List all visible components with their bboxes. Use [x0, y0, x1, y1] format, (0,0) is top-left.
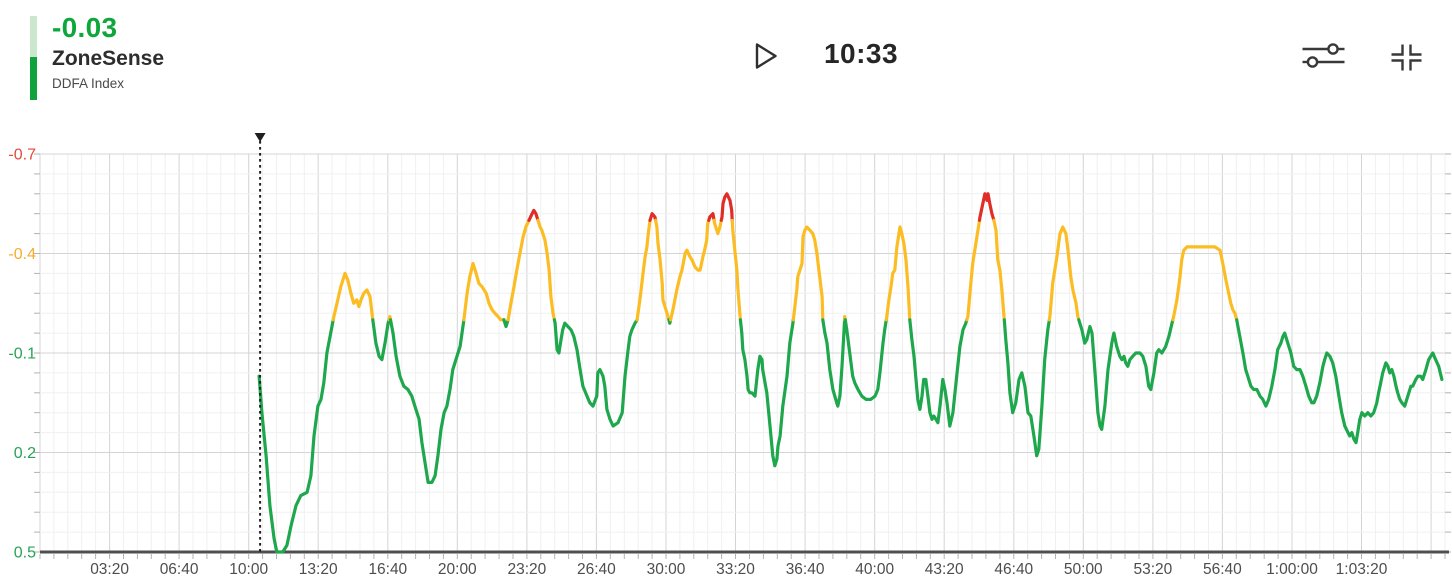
collapse-button[interactable] [1389, 44, 1424, 71]
x-axis-label: 1:03:20 [1336, 561, 1388, 578]
series-segment-yellow [1047, 225, 1081, 322]
x-axis-label: 16:40 [368, 561, 407, 578]
series-segment-yellow [654, 218, 671, 322]
ddfa-chart-svg: -0.7 -0.4 -0.1 0.2 0.5 03:20 06:40 10:00 13:20 16… [8, 133, 1451, 578]
series-segment-yellow [506, 218, 531, 322]
x-axis-label: 23:20 [508, 561, 547, 578]
cursor-triangle-marker[interactable] [254, 133, 266, 142]
series-segment-green [908, 318, 969, 428]
header-text-block: -0.03 ZoneSense DDFA Index [52, 12, 164, 92]
series-segment-red [648, 212, 658, 222]
series-segment-yellow [730, 218, 742, 322]
zone-bar-dark-segment [30, 57, 37, 100]
x-axis-label: 03:20 [90, 561, 129, 578]
series-segment-green [843, 318, 888, 401]
x-axis-label: 36:40 [786, 561, 825, 578]
collapse-icon [1391, 44, 1422, 71]
series-segment-green [502, 318, 510, 329]
chart-grid [39, 153, 1446, 553]
series-segment-green [552, 318, 639, 428]
y-axis-label: 0.5 [14, 545, 36, 562]
ddfa-index-chart: -0.7 -0.4 -0.1 0.2 0.5 03:20 06:40 10:00 13:20 16… [0, 125, 1452, 584]
chart-series-line [257, 192, 1444, 554]
elapsed-time: 10:33 [823, 38, 899, 69]
current-value: -0.03 [52, 12, 118, 43]
x-axis-label: 33:20 [716, 561, 755, 578]
settings-button[interactable] [1301, 42, 1346, 69]
series-segment-yellow [635, 218, 652, 322]
y-axis-label: -0.1 [8, 346, 36, 363]
series-segment-yellow [791, 225, 825, 322]
y-axis-label: -0.7 [8, 147, 36, 164]
x-axis-label: 13:20 [299, 561, 338, 578]
series-segment-green [738, 318, 795, 468]
series-segment-yellow [331, 271, 375, 322]
series-segment-green [1002, 318, 1051, 458]
series-segment-green [1235, 318, 1444, 445]
x-axis-label: 30:00 [647, 561, 686, 578]
metric-subtitle: DDFA Index [52, 76, 125, 91]
zone-indicator-bar [30, 16, 37, 100]
chart-cursor[interactable] [254, 133, 266, 552]
y-axis-label: -0.4 [8, 246, 36, 263]
header: -0.03 ZoneSense DDFA Index 10:33 [0, 0, 1452, 125]
series-segment-red [719, 192, 734, 222]
chart-y-axis-labels: -0.7 -0.4 -0.1 0.2 0.5 [8, 147, 36, 562]
series-segment-yellow [536, 218, 556, 322]
series-segment-yellow [712, 218, 723, 236]
series-segment-yellow [884, 225, 912, 322]
series-segment-yellow [965, 218, 982, 322]
chart-x-axis-labels: 03:20 06:40 10:00 13:20 16:40 20:00 23:20 26:40… [90, 561, 1388, 578]
y-axis-label: 0.2 [14, 445, 36, 462]
series-segment-yellow [1171, 245, 1239, 322]
x-axis-label: 50:00 [1064, 561, 1103, 578]
series-segment-yellow [669, 218, 711, 322]
series-segment-red [527, 208, 540, 222]
series-segment-green [371, 318, 391, 362]
x-axis-label: 10:00 [229, 561, 268, 578]
x-axis-label: 53:20 [1134, 561, 1173, 578]
play-icon [755, 43, 777, 69]
zone-bar-light-segment [30, 16, 37, 57]
x-axis-label: 46:40 [994, 561, 1033, 578]
chart-axis-ticks [34, 153, 1451, 559]
series-segment-red [707, 212, 716, 222]
series-segment-green [821, 318, 847, 408]
series-segment-green [1077, 318, 1175, 431]
x-axis-label: 06:40 [160, 561, 199, 578]
play-button[interactable] [752, 41, 780, 71]
x-axis-label: 56:40 [1203, 561, 1242, 578]
x-axis-label: 43:20 [925, 561, 964, 578]
x-axis-label: 1:00:00 [1266, 561, 1318, 578]
settings-sliders-icon [1302, 43, 1345, 68]
series-segment-green [388, 318, 466, 484]
x-axis-label: 20:00 [438, 561, 477, 578]
x-axis-label: 26:40 [577, 561, 616, 578]
series-segment-yellow [992, 218, 1006, 322]
series-segment-green [257, 318, 335, 554]
series-segment-red [977, 192, 996, 222]
widget-title: ZoneSense [52, 47, 165, 70]
x-axis-label: 40:00 [855, 561, 894, 578]
series-segment-yellow [462, 261, 506, 322]
